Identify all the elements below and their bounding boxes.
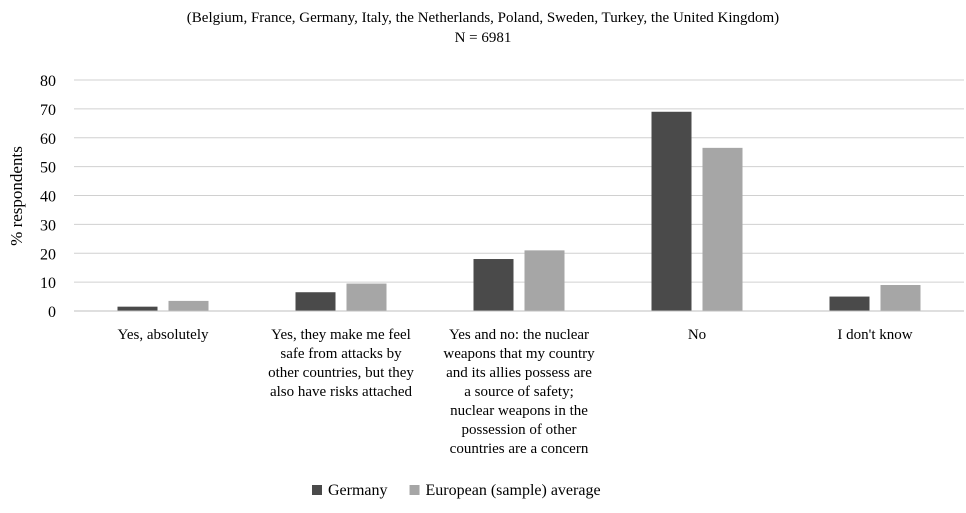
y-tick-label: 40 xyxy=(40,189,56,206)
category-label: No xyxy=(688,327,706,343)
legend: Germany European (sample) average xyxy=(312,482,601,499)
legend-swatch xyxy=(409,485,420,495)
bar-european-average xyxy=(524,250,565,311)
y-tick-label: 80 xyxy=(40,73,56,90)
bar-european-average xyxy=(880,285,921,311)
bar-european-average xyxy=(702,147,743,311)
category-labels: Yes, absolutely Yes, they make me feel saf… xyxy=(118,327,913,457)
y-tick-label: 30 xyxy=(40,217,56,234)
y-tick-label: 50 xyxy=(40,160,56,177)
bar-germany xyxy=(829,296,870,311)
y-axis-label: % respondents xyxy=(7,146,26,246)
bars xyxy=(117,111,921,311)
chart-subtitle-line-2: N = 6981 xyxy=(455,30,512,46)
legend-swatch xyxy=(312,485,322,495)
y-axis-ticks: 0 10 20 30 40 50 60 70 80 xyxy=(40,73,56,321)
chart-subtitle-line-1: (Belgium, France, Germany, Italy, the Ne… xyxy=(187,10,779,26)
bar-european-average xyxy=(346,283,387,311)
bar-germany xyxy=(295,292,336,311)
category-label: Yes and no: the nuclear weapons that my c… xyxy=(443,327,595,457)
legend-label: Germany xyxy=(328,482,388,499)
y-tick-label: 10 xyxy=(40,275,56,292)
bar-germany xyxy=(117,306,158,311)
bar-germany xyxy=(473,259,514,311)
bar-germany xyxy=(651,111,692,311)
category-label: Yes, they make me feel safe from attacks … xyxy=(268,327,414,400)
y-tick-label: 0 xyxy=(48,304,56,321)
y-tick-label: 60 xyxy=(40,131,56,148)
gridlines xyxy=(74,79,964,283)
legend-label: European (sample) average xyxy=(426,482,601,499)
y-tick-label: 20 xyxy=(40,246,56,263)
category-label: I don't know xyxy=(837,327,912,343)
bar-european-average xyxy=(168,300,209,311)
y-tick-label: 70 xyxy=(40,102,56,119)
category-label: Yes, absolutely xyxy=(118,327,209,343)
